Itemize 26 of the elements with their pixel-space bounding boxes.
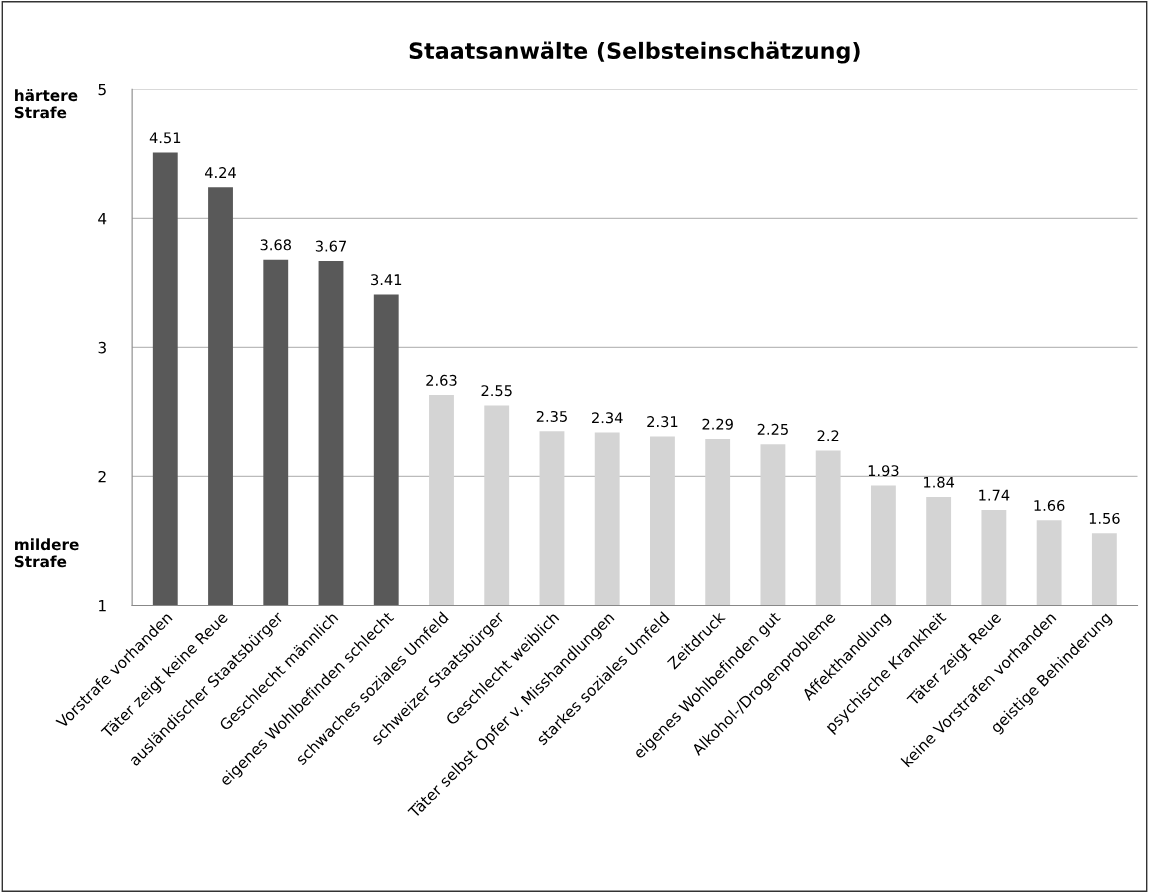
data-label: 3.67 xyxy=(315,240,346,252)
data-label: 1.66 xyxy=(1034,499,1065,512)
text: härtere Strafe xyxy=(14,89,78,119)
chart-title: Staatsanwälte (Selbsteinschätzung) xyxy=(409,41,860,64)
y-tick-label: 5 xyxy=(98,83,106,96)
y-tick-label: 4 xyxy=(98,213,107,225)
data-label: 1.84 xyxy=(924,476,955,488)
data-label: 2.25 xyxy=(757,423,788,435)
data-label: 2.31 xyxy=(647,416,678,428)
data-label: 1.74 xyxy=(979,489,1010,501)
y-tick-label: 3 xyxy=(98,341,106,354)
data-label: 2.35 xyxy=(536,410,567,422)
y-tick-label: 2 xyxy=(98,470,106,483)
data-label: 4.51 xyxy=(149,132,181,144)
data-label: 3.68 xyxy=(260,239,291,251)
data-label: 3.41 xyxy=(371,274,402,286)
data-label: 1.93 xyxy=(868,465,899,477)
data-label: 2.34 xyxy=(592,412,623,424)
data-label: 2.2 xyxy=(817,430,839,442)
data-label: 2.63 xyxy=(426,374,457,386)
data-label: 1.56 xyxy=(1089,512,1120,524)
y-tick-label: 1 xyxy=(99,600,106,612)
text: mildere Strafe xyxy=(14,538,79,568)
data-label: 2.29 xyxy=(702,418,733,430)
data-label: 4.24 xyxy=(205,167,236,178)
data-label: 2.55 xyxy=(481,385,512,397)
